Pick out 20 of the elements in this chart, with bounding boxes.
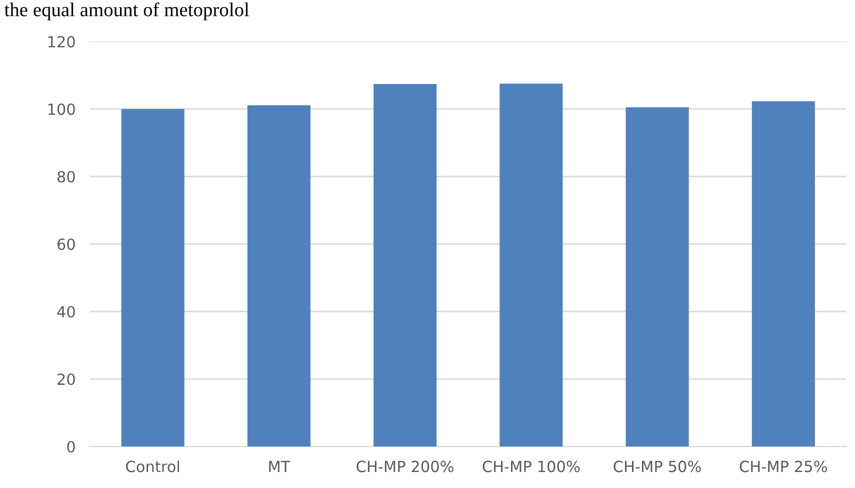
bar: [121, 108, 184, 447]
x-tick-label: CH-MP 200%: [356, 460, 454, 472]
y-tick-label: 100: [48, 103, 75, 116]
bar: [752, 101, 815, 447]
x-tick-label: CH-MP 100%: [482, 460, 580, 472]
bar: [500, 84, 563, 447]
y-tick-label: 0: [67, 440, 75, 453]
bar: [247, 105, 310, 447]
x-tick-label: CH-MP 25%: [740, 460, 827, 472]
x-tick-label: CH-MP 50%: [614, 460, 701, 472]
y-tick-label: 80: [57, 170, 75, 183]
text: the equal amount of metoprolol: [4, 2, 250, 20]
x-tick-label: MT: [269, 460, 290, 472]
y-tick-label: 20: [58, 373, 75, 386]
y-tick-label: 120: [48, 36, 75, 48]
y-tick-label: 60: [58, 238, 75, 250]
x-tick-label: Control: [126, 460, 180, 472]
bar: [626, 107, 689, 447]
bar: [374, 84, 437, 447]
y-tick-label: 40: [57, 306, 75, 318]
